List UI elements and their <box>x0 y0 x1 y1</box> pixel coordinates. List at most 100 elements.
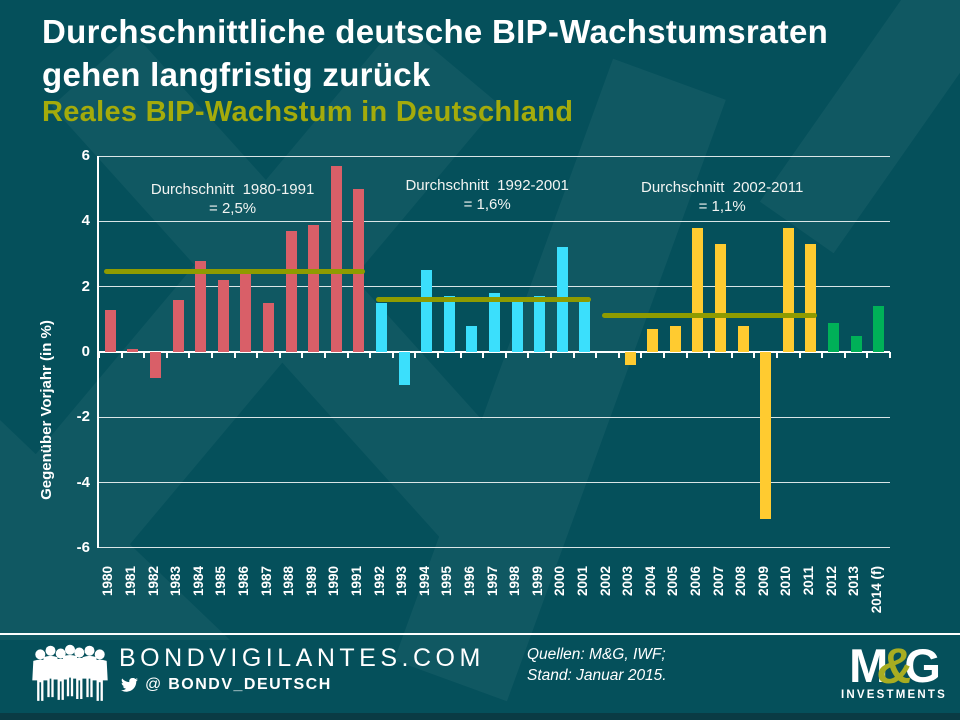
footer: BONDVIGILANTES.COM @ BONDV_DEUTSCH Quell… <box>0 635 960 713</box>
bar-1997 <box>489 293 500 352</box>
at-symbol: @ <box>145 676 162 693</box>
logo-tagline: INVESTMENTS <box>841 689 947 701</box>
annotation-line1: Durchschnitt 2002-2011 <box>641 179 804 196</box>
axis-tick <box>324 352 326 358</box>
axis-tick <box>437 352 439 358</box>
x-tick-label-2001: 2001 <box>574 566 590 597</box>
bar-1993 <box>398 352 410 385</box>
axis-tick <box>391 352 394 358</box>
gridline-y6 <box>99 156 890 157</box>
bar-1999 <box>534 296 546 352</box>
x-tick-label-2009: 2009 <box>755 566 771 597</box>
bar-1995 <box>443 296 455 352</box>
axis-tick <box>301 352 304 358</box>
axis-tick <box>550 352 552 358</box>
footer-divider-line <box>0 633 960 635</box>
x-tick-label-2010: 2010 <box>778 566 794 597</box>
x-tick-label-1991: 1991 <box>348 566 364 597</box>
y-tick-label-0: 0 <box>81 343 90 360</box>
axis-tick <box>753 352 756 358</box>
axis-tick <box>414 352 417 358</box>
bar-1998 <box>511 299 523 352</box>
twitter-handle-row[interactable]: @ BONDV_DEUTSCH <box>121 676 332 694</box>
x-tick-label-2000: 2000 <box>552 566 568 597</box>
x-tick-label-1984: 1984 <box>190 566 206 597</box>
axis-tick <box>278 352 281 358</box>
bar-2013 <box>850 335 862 352</box>
sources-line1: Quellen: M&G, IWF; <box>527 646 666 663</box>
bar-1984 <box>195 260 207 352</box>
axis-tick <box>798 352 801 358</box>
y-tick-label--4: -4 <box>76 473 90 491</box>
bar-2014 (f) <box>873 306 885 352</box>
axis-tick <box>165 352 168 358</box>
site-name[interactable]: BONDVIGILANTES.COM <box>119 644 485 672</box>
axis-tick <box>640 352 643 358</box>
average-annotation-1992-2001: Durchschnitt 1992-2001 = 1,6% <box>405 176 568 214</box>
y-tick-label-2: 2 <box>81 277 90 295</box>
axis-tick <box>211 352 213 358</box>
page-title-line2: gehen langfristig zurück <box>42 56 431 93</box>
axis-tick <box>233 352 236 358</box>
bar-2003 <box>624 352 636 366</box>
x-tick-label-1998: 1998 <box>507 566 523 597</box>
gridline-y2 <box>99 286 890 288</box>
annotation-line2: = 1,1% <box>698 198 746 215</box>
bar-1986 <box>240 273 252 352</box>
annotation-line2: = 2,5% <box>209 200 257 217</box>
x-tick-label-1994: 1994 <box>416 566 432 597</box>
axis-tick <box>866 352 869 358</box>
x-tick-label-2002: 2002 <box>597 566 613 597</box>
bar-2007 <box>715 244 726 352</box>
logo-letter-g: G <box>904 639 941 692</box>
plot-area <box>97 156 891 548</box>
bar-2012 <box>828 322 839 352</box>
bar-1988 <box>285 231 297 352</box>
bar-1996 <box>466 325 478 352</box>
x-tick-label-2003: 2003 <box>620 566 636 597</box>
bar-2004 <box>647 329 659 352</box>
axis-tick <box>730 352 733 358</box>
sources-line2: Stand: Januar 2015. <box>527 667 667 684</box>
gridline-y-2 <box>99 416 890 418</box>
axis-tick <box>482 352 485 358</box>
x-tick-label-2005: 2005 <box>665 566 681 597</box>
bar-2005 <box>669 325 681 352</box>
y-tick-label-4: 4 <box>81 212 90 230</box>
y-tick-label--6: -6 <box>76 539 90 556</box>
x-tick-label-1981: 1981 <box>122 566 138 597</box>
x-tick-label-1992: 1992 <box>371 566 387 597</box>
twitter-icon <box>121 677 138 692</box>
axis-tick <box>889 352 891 358</box>
annotation-line2: = 1,6% <box>463 196 511 213</box>
sources-note: Quellen: M&G, IWF; Stand: Januar 2015. <box>527 644 667 686</box>
axis-tick <box>708 352 711 358</box>
axis-tick <box>504 352 507 358</box>
x-tick-label-1987: 1987 <box>258 566 274 597</box>
bar-1982 <box>150 352 161 379</box>
twitter-handle[interactable]: BONDV_DEUTSCH <box>168 676 332 693</box>
chart-subtitle: Reales BIP-Wachstum in Deutschland <box>42 96 574 128</box>
axis-tick <box>369 352 372 358</box>
x-tick-label-1983: 1983 <box>168 566 184 597</box>
x-tick-label-1986: 1986 <box>235 566 251 597</box>
gridline-y-4 <box>99 482 890 484</box>
axis-tick <box>188 352 191 358</box>
axis-tick <box>459 352 462 358</box>
average-line-1992-2001 <box>375 297 591 303</box>
axis-tick <box>776 352 778 358</box>
annotation-line1: Durchschnitt 1980-1991 <box>150 181 315 198</box>
logo-letter-m: M <box>849 639 888 692</box>
x-tick-label-1980: 1980 <box>100 566 116 597</box>
axis-tick <box>120 352 123 358</box>
bar-1994 <box>421 270 433 352</box>
average-annotation-2002-2011: Durchschnitt 2002-2011 = 1,1% <box>641 178 803 216</box>
x-tick-label-2012: 2012 <box>823 566 839 597</box>
y-tick-label-6: 6 <box>81 147 90 164</box>
bar-2011 <box>805 244 817 352</box>
bar-1981 <box>127 348 139 352</box>
axis-tick <box>843 352 846 358</box>
page-title-line1: Durchschnittliche deutsche BIP-Wachstums… <box>42 13 829 50</box>
x-tick-label-2004: 2004 <box>642 566 658 597</box>
